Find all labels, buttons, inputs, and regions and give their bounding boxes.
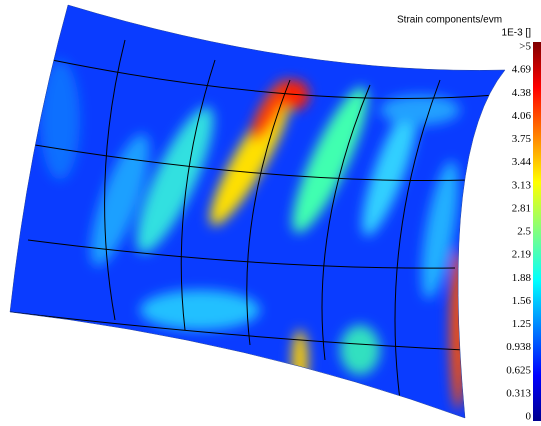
colorbar-label: 4.06 (512, 110, 532, 122)
colorbar-label: >5 (519, 41, 531, 53)
colorbar-label: 1.25 (512, 318, 532, 330)
strain-surface (10, 5, 505, 418)
colorbar-label: 0 (526, 411, 532, 421)
colorbar-label: 1.56 (512, 295, 532, 307)
colorbar-label: 0.938 (506, 341, 531, 353)
colorbar-label: 4.69 (512, 64, 532, 76)
colorbar-label: 0.625 (506, 364, 531, 376)
colorbar-label: 2.5 (517, 226, 531, 238)
surface-outline (9, 4, 506, 419)
colorbar-label: 2.81 (512, 202, 531, 214)
colorbar-label: 1.88 (512, 272, 532, 284)
colorbar-label: 2.19 (512, 249, 532, 261)
colorbar-label: 3.44 (512, 156, 532, 168)
colorbar-title: Strain components/evm (397, 15, 502, 26)
colorbar-label: 3.75 (512, 133, 532, 145)
colorbar-label: 3.13 (512, 179, 532, 191)
colorbar-labels: >5 4.69 4.38 4.06 3.75 3.44 3.13 2.81 2.5 2.19 1.8… (506, 41, 532, 423)
colorbar (533, 42, 541, 421)
colorbar-label: 4.38 (512, 87, 532, 99)
colorbar-label: 0.313 (506, 387, 531, 399)
colorbar-unit: 1E-3 [] (502, 28, 532, 39)
